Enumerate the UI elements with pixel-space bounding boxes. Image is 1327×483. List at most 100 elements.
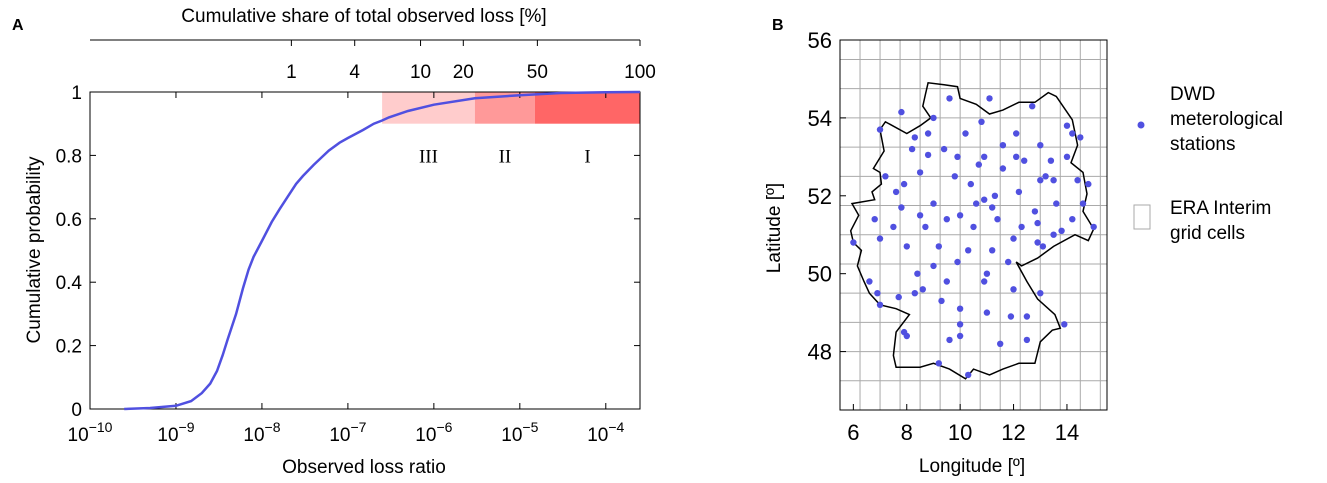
station-point <box>940 145 948 153</box>
y-tick-label: 1 <box>71 83 82 104</box>
station-point <box>943 278 950 285</box>
y-axis-title-a: Cumulative probability <box>24 156 45 343</box>
station-point <box>956 305 964 312</box>
station-point <box>1018 223 1025 231</box>
station-point <box>903 332 910 340</box>
y-tick-label: 0.4 <box>56 273 83 294</box>
station-point <box>1031 208 1039 215</box>
station-point <box>981 153 988 160</box>
station-point <box>903 243 910 250</box>
station-point <box>967 180 974 188</box>
y-tick-label: 0.2 <box>56 337 82 358</box>
station-point <box>1085 180 1092 188</box>
station-point <box>882 173 889 180</box>
station-point <box>898 108 905 116</box>
station-point <box>954 153 961 160</box>
station-point <box>1005 258 1012 266</box>
station-point <box>989 204 996 211</box>
station-point <box>991 192 999 199</box>
plot-frame-a <box>89 91 641 410</box>
station-point <box>1050 231 1057 238</box>
station-point <box>994 216 1001 223</box>
station-point <box>895 293 902 301</box>
y-tick-label: 0 <box>71 400 82 421</box>
station-point <box>1058 227 1065 234</box>
x-axis-ticks: 10−10 10−9 10−8 10−7 10−6 10−5 10−4 <box>68 92 625 446</box>
station-point <box>900 180 908 188</box>
station-point <box>922 223 929 231</box>
station-point <box>978 118 985 126</box>
station-point <box>1077 134 1084 141</box>
station-point <box>1034 219 1041 227</box>
x-tick-label: 10−6 <box>415 419 452 446</box>
station-point <box>946 95 953 102</box>
station-point <box>924 130 932 137</box>
x-axis-ticks-b: 6 8 10 12 14 <box>847 404 1079 445</box>
station-point <box>911 290 918 297</box>
station-point <box>1074 177 1081 184</box>
top-tick-label: 4 <box>349 62 360 83</box>
station-point <box>1015 188 1023 196</box>
station-point <box>986 95 993 102</box>
station-point <box>930 200 937 207</box>
top-tick-label: 10 <box>410 62 431 83</box>
station-point <box>954 258 961 266</box>
legend: DWD meterological stations ERA Interim grid… <box>1133 84 1283 244</box>
station-point <box>908 145 916 153</box>
station-point <box>1013 153 1020 160</box>
station-point <box>981 278 988 285</box>
cdf-line <box>124 90 641 411</box>
station-point <box>951 173 958 180</box>
station-point <box>981 196 988 203</box>
station-point <box>1023 313 1031 320</box>
panel-a-label: A <box>12 17 24 34</box>
x-tick-label: 10−4 <box>587 419 624 446</box>
station-point <box>975 161 982 168</box>
top-axis-ticks: 1 4 10 20 50 100 <box>286 40 656 83</box>
station-point <box>876 126 884 133</box>
y-axis-title-b: Latitude [º] <box>764 183 785 273</box>
station-point <box>874 290 881 297</box>
station-point <box>989 247 996 254</box>
station-point <box>973 200 980 207</box>
station-point <box>956 212 964 219</box>
y-axis-ticks-b: 48 50 52 54 56 <box>808 28 846 365</box>
station-point <box>1061 321 1068 328</box>
station-point <box>1020 157 1028 164</box>
region-i <box>534 92 640 124</box>
panel-a: A Cumulative share of total observed los… <box>12 6 656 478</box>
station-point <box>1069 216 1076 223</box>
station-point <box>1010 286 1017 293</box>
legend-box-marker <box>1133 204 1151 230</box>
station-point <box>1050 177 1057 184</box>
station-point <box>850 239 857 246</box>
station-point <box>1063 122 1071 129</box>
station-point <box>914 270 921 277</box>
y-tick-label: 0.8 <box>56 146 82 167</box>
legend-entry-stations: DWD meterological stations <box>1170 84 1283 155</box>
station-point <box>1034 239 1041 246</box>
legend-entry-grid: ERA Interim grid cells <box>1170 198 1271 244</box>
station-point <box>970 223 977 231</box>
station-point <box>938 297 945 305</box>
station-point <box>999 142 1007 149</box>
station-point <box>916 212 924 219</box>
y-tick-label: 56 <box>808 28 832 53</box>
station-point <box>1010 235 1017 242</box>
station-point <box>871 216 878 223</box>
station-point <box>956 321 964 328</box>
station-point <box>924 151 932 159</box>
station-point <box>919 286 926 293</box>
x-tick-label: 10−9 <box>157 419 194 446</box>
station-point <box>1053 200 1060 207</box>
station-point <box>935 360 942 367</box>
y-tick-label: 50 <box>808 262 832 287</box>
y-axis-ticks: 0 0.2 0.4 0.6 0.8 1 <box>56 83 640 421</box>
station-point <box>1037 290 1044 297</box>
top-tick-label: 100 <box>624 62 656 83</box>
station-point <box>965 247 972 254</box>
y-tick-label: 54 <box>808 106 832 131</box>
station-point <box>1029 103 1036 110</box>
station-point <box>983 309 991 316</box>
